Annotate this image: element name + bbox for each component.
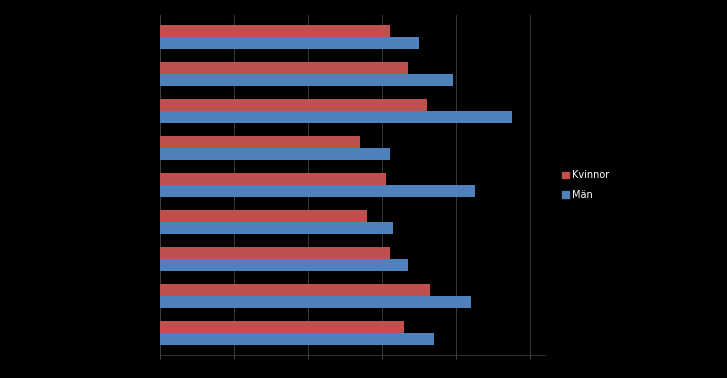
Bar bbox=[160, 136, 360, 148]
Bar bbox=[160, 174, 386, 185]
Bar bbox=[160, 296, 471, 308]
Bar bbox=[160, 62, 408, 74]
Bar bbox=[160, 37, 419, 49]
Bar bbox=[160, 99, 427, 111]
Bar bbox=[160, 333, 434, 345]
Bar bbox=[160, 111, 512, 123]
Bar bbox=[160, 284, 430, 296]
Bar bbox=[160, 247, 390, 259]
Bar bbox=[160, 25, 390, 37]
Legend: Kvinnor, Män: Kvinnor, Män bbox=[558, 166, 614, 204]
Bar bbox=[160, 148, 390, 160]
Bar bbox=[160, 74, 453, 86]
Bar bbox=[160, 321, 404, 333]
Bar bbox=[160, 185, 475, 197]
Bar bbox=[160, 259, 408, 271]
Bar bbox=[160, 211, 367, 222]
Bar bbox=[160, 222, 393, 234]
